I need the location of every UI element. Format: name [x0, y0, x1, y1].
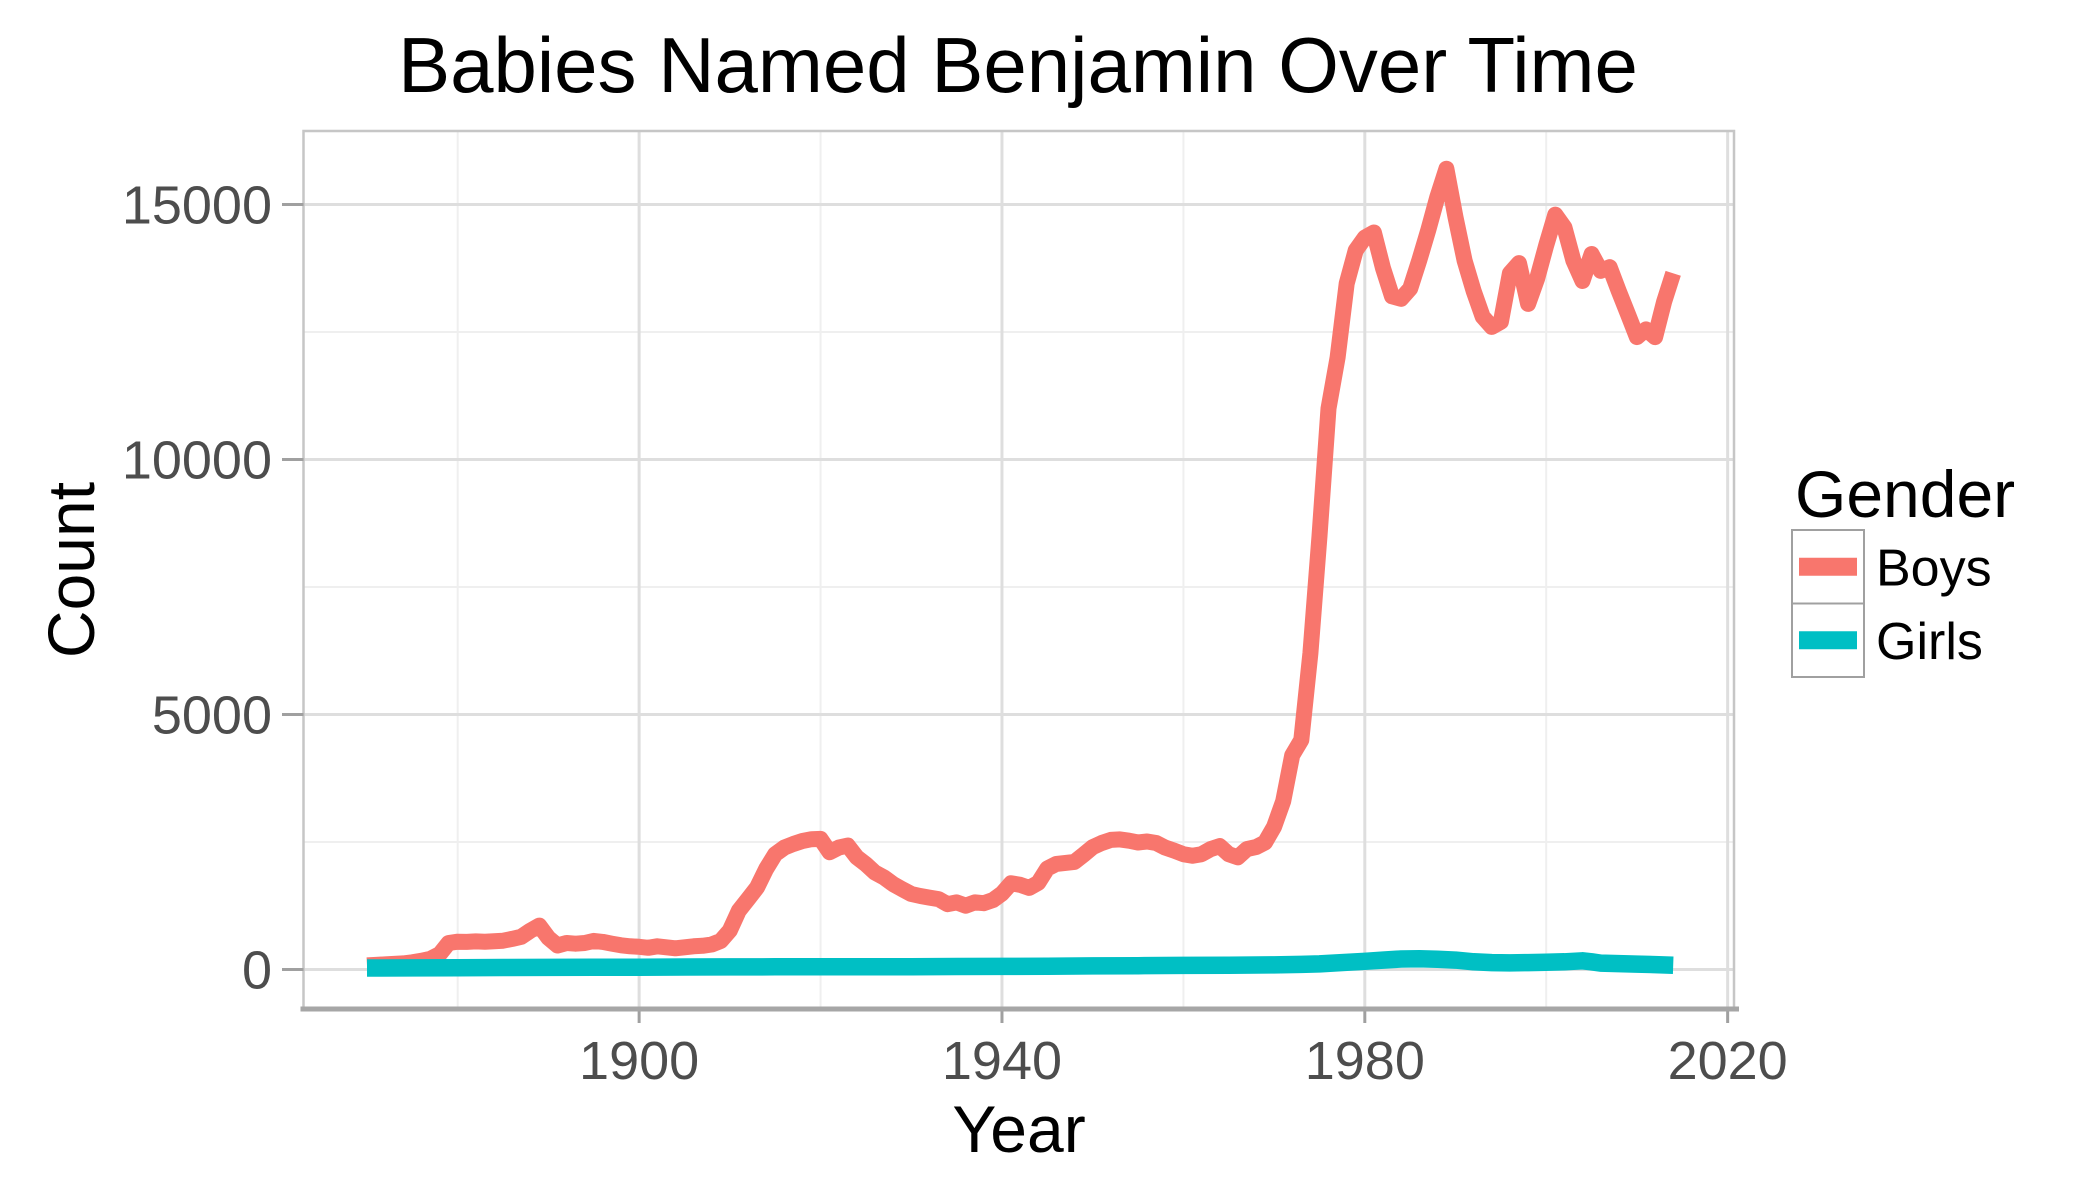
y-axis-title: Count [34, 482, 108, 658]
chart-title: Babies Named Benjamin Over Time [398, 21, 1638, 109]
legend-keys: Boys Girls [1791, 529, 1992, 678]
tick-labels: 1900 1940 1980 2020 0 5000 10000 15000 [122, 175, 1788, 1091]
series-line-boys [366, 160, 1681, 974]
x-tick-label: 2020 [1668, 1031, 1788, 1091]
x-tick-label: 1980 [1305, 1031, 1425, 1091]
axes [282, 202, 1739, 1023]
series-line-girls [366, 950, 1674, 977]
x-tick-label: 1900 [579, 1031, 699, 1091]
legend-label-girls: Girls [1876, 613, 1983, 671]
y-tick-label: 15000 [122, 175, 272, 235]
x-axis-title: Year [952, 1092, 1085, 1166]
legend: Gender Boys Girls [1791, 457, 2015, 678]
gridlines-minor [303, 131, 1734, 1009]
y-tick-label: 10000 [122, 430, 272, 490]
x-tick-label: 1940 [942, 1031, 1062, 1091]
legend-label-boys: Boys [1876, 539, 1992, 597]
y-tick-label: 5000 [152, 685, 272, 745]
legend-title: Gender [1795, 457, 2015, 531]
y-tick-label: 0 [242, 940, 272, 1000]
data-series [366, 160, 1681, 977]
